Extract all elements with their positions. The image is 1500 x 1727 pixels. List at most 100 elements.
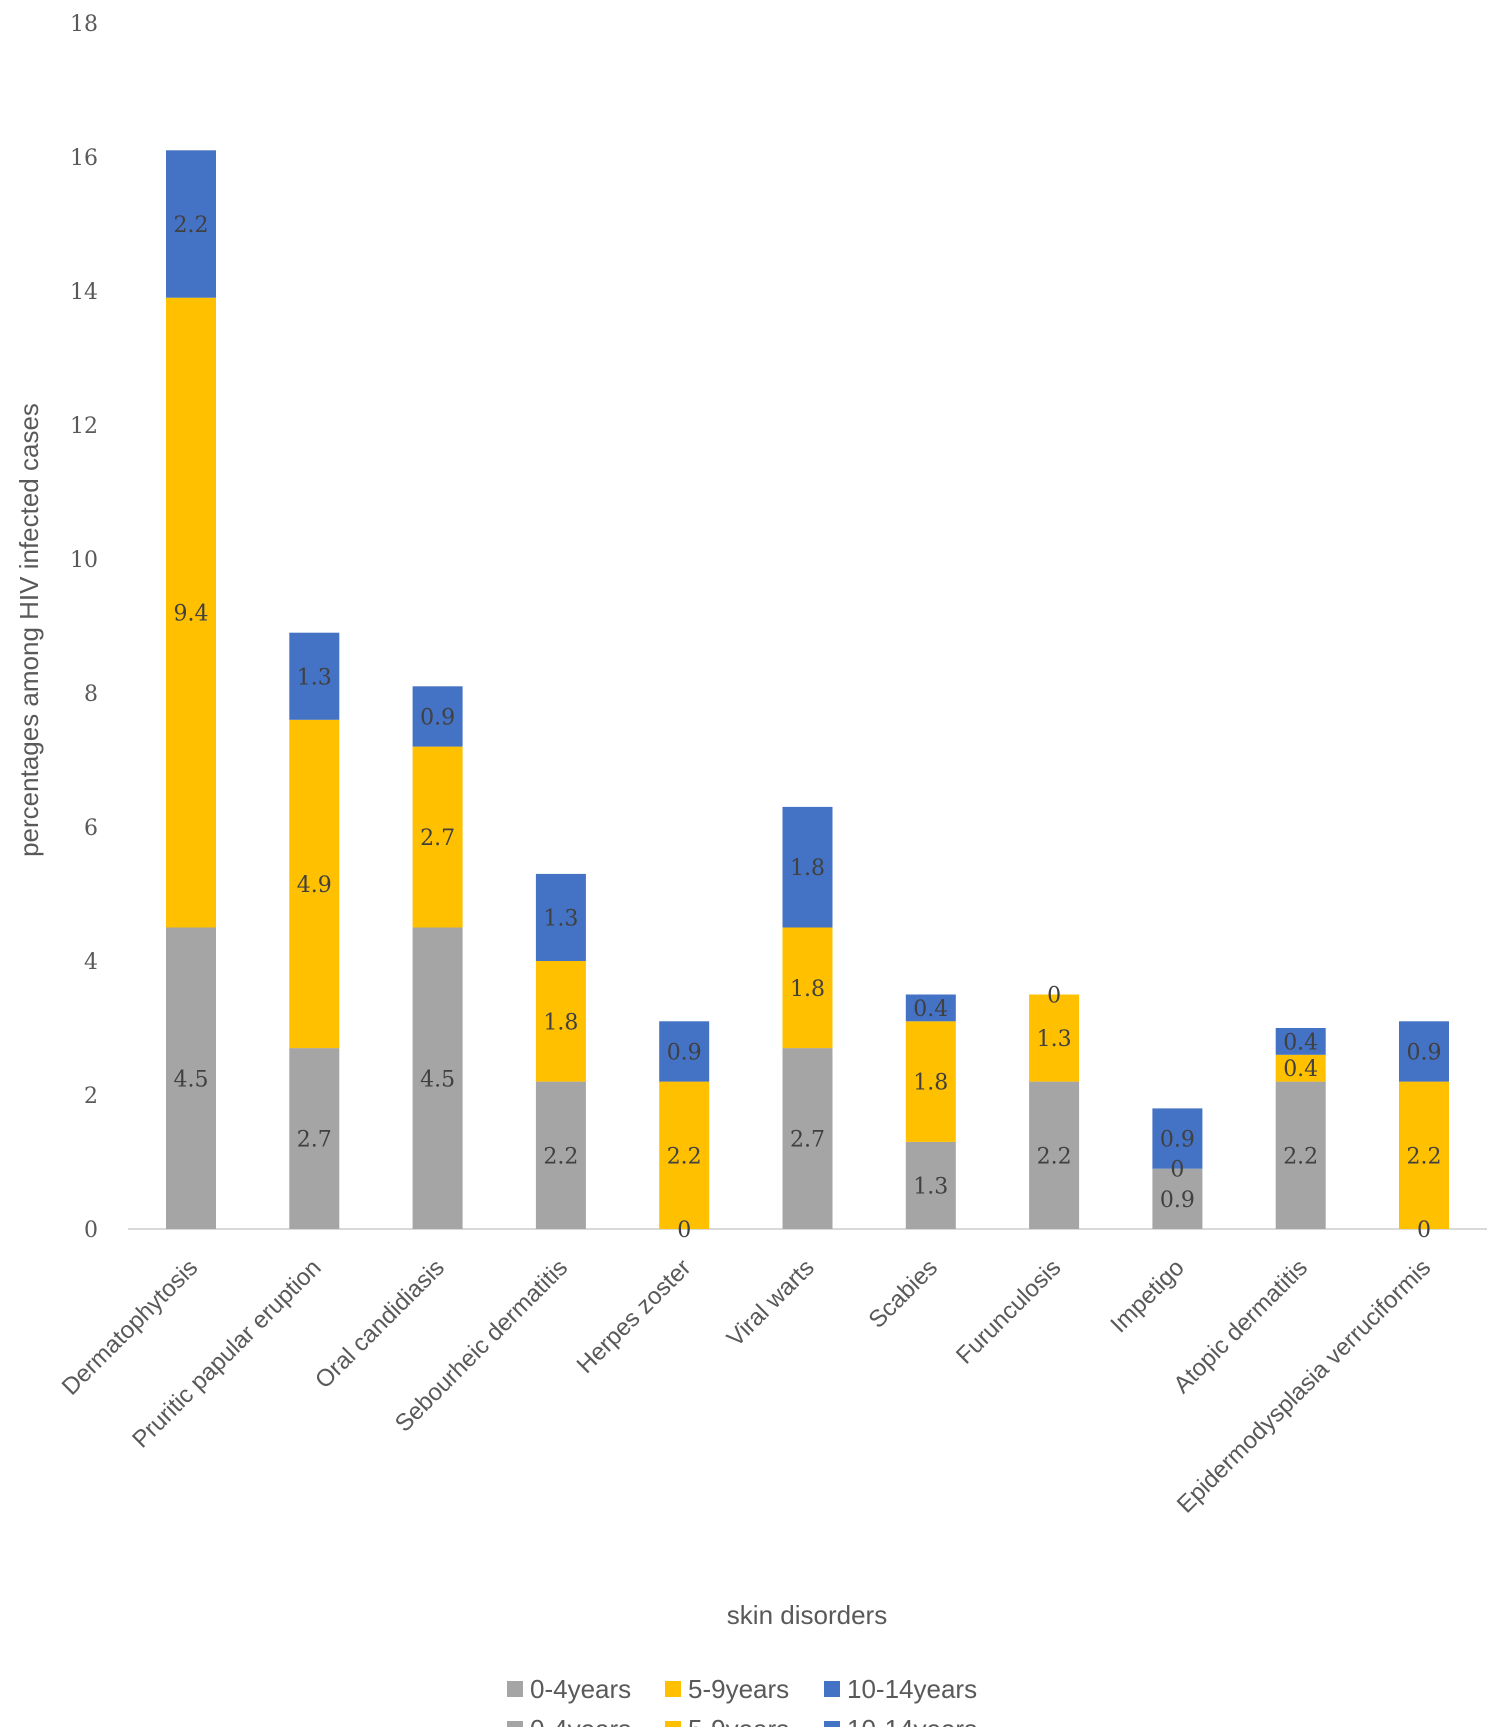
x-tick-label: Herpes zoster [572, 1254, 697, 1379]
data-label: 2.2 [174, 213, 209, 238]
data-label: 9.4 [174, 602, 209, 627]
legend-label: 10-14years [847, 1674, 977, 1704]
data-label: 0.9 [667, 1040, 702, 1065]
data-label: 1.8 [790, 856, 825, 881]
x-tick-label: Epidermodysplasia verruciformis [1172, 1254, 1436, 1518]
data-label: 0 [1047, 984, 1061, 1009]
data-label: 1.3 [543, 906, 578, 931]
bar-segment [782, 806, 833, 928]
data-label: 0.9 [1407, 1040, 1442, 1065]
legend-swatch-clipped [665, 1721, 681, 1727]
legend-swatch-clipped [824, 1721, 840, 1727]
y-tick-label: 8 [84, 682, 98, 707]
legend-label-clipped: 0-4years [530, 1714, 631, 1727]
x-tick-label: Atopic dermatitis [1168, 1254, 1313, 1399]
y-axis-title: percentages among HIV infected cases [14, 403, 44, 857]
x-tick-label: Dermatophytosis [57, 1254, 203, 1400]
bar-segment [1029, 994, 1080, 1082]
bar-segment [289, 1048, 340, 1229]
bar-segment [535, 961, 586, 1082]
data-label: 0.4 [1283, 1030, 1318, 1055]
y-tick-label: 4 [84, 950, 98, 975]
legend-swatch-clipped [507, 1721, 523, 1727]
y-tick-label: 6 [84, 816, 98, 841]
bar-segment [166, 927, 216, 1229]
bar-segment [1399, 1081, 1449, 1229]
bar-segment [659, 1021, 710, 1082]
bar-segment [659, 1081, 710, 1229]
bar-segment [905, 1021, 956, 1142]
x-tick-label: Viral warts [722, 1254, 820, 1352]
legend-label-clipped: 10-14years [847, 1714, 977, 1727]
y-tick-label: 14 [70, 280, 98, 305]
bar-segment [412, 927, 463, 1229]
data-labels: 4.5 9.4 2.2 2.7 4.9 1.3 4.5 2.7 0.9 2.2 1.8 1.3 0 2.2… [174, 213, 1442, 1243]
data-label: 2.7 [420, 826, 455, 851]
data-label: 0.9 [420, 705, 455, 730]
bar-segment [905, 994, 956, 1022]
legend-label: 0-4years [530, 1674, 631, 1704]
data-label: 2.7 [297, 1128, 332, 1153]
legend-swatch [824, 1681, 840, 1697]
data-label: 2.2 [1037, 1144, 1072, 1169]
x-tick-label: Furunculosis [951, 1254, 1066, 1369]
legend-swatch [665, 1681, 681, 1697]
data-label: 4.5 [420, 1067, 455, 1092]
x-tick-label: Oral candidiasis [310, 1254, 450, 1394]
data-label: 0 [677, 1218, 691, 1243]
data-label: 0.4 [913, 997, 948, 1022]
data-label: 1.8 [913, 1071, 948, 1096]
data-label: 4.9 [297, 873, 332, 898]
legend-label-clipped: 5-9years [688, 1714, 789, 1727]
bar-segment [1275, 1081, 1326, 1229]
data-label: 0 [1417, 1218, 1431, 1243]
data-label: 2.2 [543, 1144, 578, 1169]
data-label: 0.9 [1160, 1128, 1195, 1153]
bar-segment [1399, 1021, 1449, 1082]
data-label: 2.2 [1407, 1144, 1442, 1169]
y-tick-label: 12 [70, 414, 98, 439]
data-label: 1.8 [790, 977, 825, 1002]
y-axis-ticks: 0 2 4 6 8 10 12 14 16 18 [70, 12, 98, 1243]
bar-segment [289, 719, 340, 1049]
bar-segment [782, 1048, 833, 1229]
bar-segment [905, 1141, 956, 1229]
y-tick-label: 0 [84, 1218, 98, 1243]
legend-swatch [507, 1681, 523, 1697]
x-tick-label: Impetigo [1105, 1254, 1189, 1338]
bar-segment [412, 686, 463, 747]
bar-segment [1152, 1168, 1203, 1229]
data-label: 2.2 [667, 1144, 702, 1169]
bar-segment [166, 150, 216, 298]
data-label: 1.3 [297, 665, 332, 690]
bar-segment [166, 297, 216, 928]
data-label: 1.8 [543, 1010, 578, 1035]
bar-segment [412, 746, 463, 928]
bar-segment [289, 632, 340, 720]
legend-label: 5-9years [688, 1674, 789, 1704]
x-axis-title: skin disorders [727, 1600, 887, 1630]
bar-segment [1152, 1108, 1203, 1169]
y-tick-label: 18 [70, 12, 98, 37]
data-label: 2.7 [790, 1128, 825, 1153]
bar-segment [535, 1081, 586, 1229]
data-label: 1.3 [913, 1174, 948, 1199]
data-label: 4.5 [174, 1067, 209, 1092]
bar-segment [1275, 1054, 1326, 1082]
data-label: 1.3 [1037, 1027, 1072, 1052]
bar-segment [782, 927, 833, 1049]
y-tick-label: 16 [70, 146, 98, 171]
data-label: 0.4 [1283, 1057, 1318, 1082]
bar-segment [535, 873, 586, 961]
bar-segment [1275, 1028, 1326, 1055]
bars [166, 150, 1449, 1229]
y-tick-label: 10 [70, 548, 98, 573]
bar-segment [1029, 1081, 1080, 1229]
y-tick-label: 2 [84, 1084, 98, 1109]
x-tick-label: Scabies [864, 1254, 943, 1333]
legend: 0-4years 5-9years 10-14years 0-4years 5-9yea… [507, 1674, 977, 1727]
data-label: 0 [1170, 1158, 1184, 1183]
data-label: 0.9 [1160, 1188, 1195, 1213]
